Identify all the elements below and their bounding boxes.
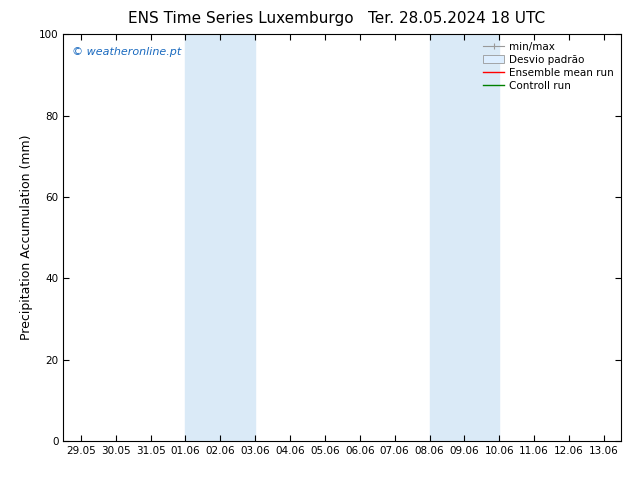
Legend: min/max, Desvio padrão, Ensemble mean run, Controll run: min/max, Desvio padrão, Ensemble mean ru… — [479, 37, 618, 95]
Text: Ter. 28.05.2024 18 UTC: Ter. 28.05.2024 18 UTC — [368, 11, 545, 26]
Bar — [185, 34, 255, 441]
Bar — [429, 34, 500, 441]
Text: ENS Time Series Luxemburgo: ENS Time Series Luxemburgo — [128, 11, 354, 26]
Text: © weatheronline.pt: © weatheronline.pt — [72, 47, 181, 56]
Y-axis label: Precipitation Accumulation (mm): Precipitation Accumulation (mm) — [20, 135, 34, 341]
